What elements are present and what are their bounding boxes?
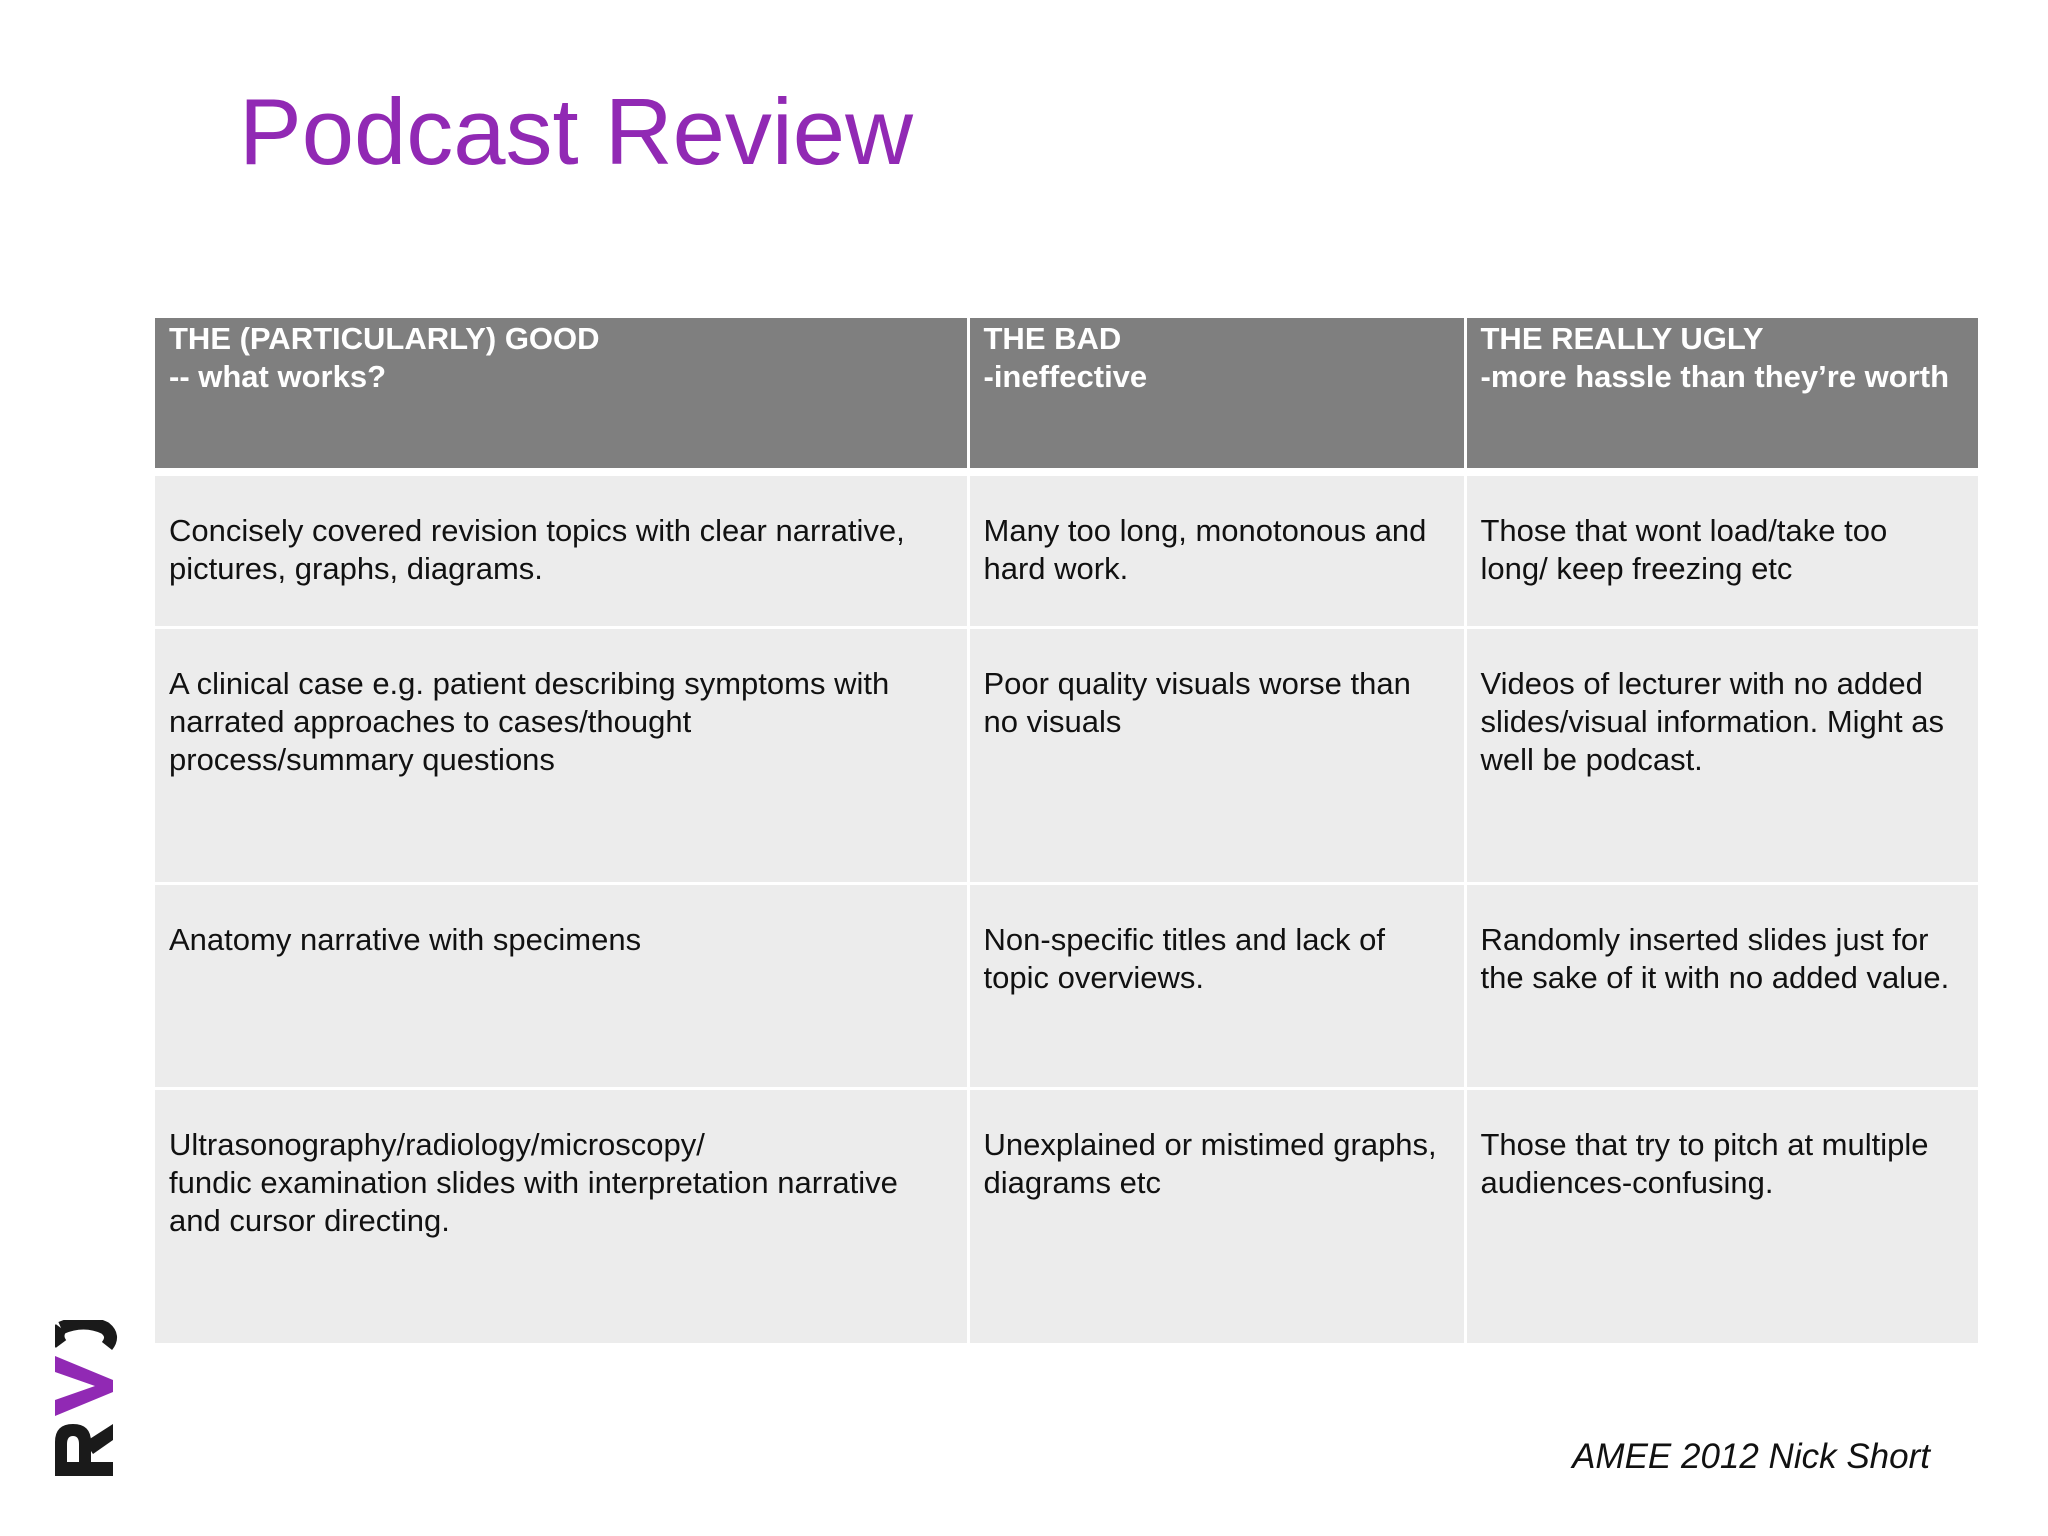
cell-line: the sake of it with no added value.: [1480, 959, 1950, 995]
cell-line: no visuals: [983, 703, 1122, 739]
header-ugly: THE REALLY UGLY -more hassle than they’r…: [1465, 318, 1978, 468]
podcast-review-table: THE (PARTICULARLY) GOOD -- what works? T…: [155, 318, 1978, 1343]
cell-ugly: Videos of lecturer with no added slides/…: [1465, 627, 1978, 885]
cell-line: Randomly inserted slides just for: [1480, 921, 1929, 957]
header-ugly-title: THE REALLY UGLY: [1480, 321, 1764, 356]
cell-line: pictures, graphs, diagrams.: [169, 551, 543, 586]
header-bad-title: THE BAD: [983, 321, 1122, 356]
table-row: Ultrasonography/radiology/microscopy/ fu…: [155, 1088, 1978, 1343]
cell-bad: Many too long, monotonous and hard work.: [968, 476, 1467, 629]
header-good: THE (PARTICULARLY) GOOD -- what works?: [155, 318, 970, 468]
cell-ugly: Those that try to pitch at multiple audi…: [1465, 1088, 1978, 1343]
cell-bad: Unexplained or mistimed graphs, diagrams…: [968, 1088, 1467, 1343]
logo-letter-v: [55, 1356, 113, 1416]
cell-ugly: Those that wont load/take too long/ keep…: [1465, 476, 1978, 629]
cell-good: A clinical case e.g. patient describing …: [155, 627, 970, 885]
table-header-row: THE (PARTICULARLY) GOOD -- what works? T…: [155, 318, 1978, 468]
cell-line: Non-specific titles and lack of: [983, 921, 1385, 957]
rvc-logo: [55, 1320, 117, 1476]
cell-line: Poor quality visuals worse than: [983, 665, 1411, 701]
header-bad: THE BAD -ineffective: [968, 318, 1467, 468]
cell-line: well be podcast.: [1480, 741, 1703, 777]
cell-good: Concisely covered revision topics with c…: [155, 476, 970, 629]
logo-letter-c: [55, 1320, 117, 1351]
cell-line: Videos of lecturer with no added: [1480, 665, 1923, 701]
table-row: Anatomy narrative with specimens Non-spe…: [155, 883, 1978, 1090]
footer-credit: AMEE 2012 Nick Short: [1572, 1437, 1930, 1476]
cell-line: A clinical case e.g. patient describing …: [169, 665, 890, 701]
cell-line: diagrams etc: [983, 1164, 1161, 1200]
cell-line: audiences-confusing.: [1480, 1164, 1774, 1200]
header-spacer: [155, 468, 1978, 476]
header-bad-subtitle: -ineffective: [983, 359, 1148, 394]
slide-title: Podcast Review: [239, 79, 913, 184]
cell-line: Concisely covered revision topics with c…: [169, 513, 905, 548]
cell-line: long/ keep freezing etc: [1480, 551, 1793, 586]
cell-line: Many too long, monotonous and: [983, 513, 1427, 548]
table-row: Concisely covered revision topics with c…: [155, 476, 1978, 629]
cell-line: topic overviews.: [983, 959, 1205, 995]
cell-line: and cursor directing.: [169, 1202, 450, 1238]
cell-bad: Non-specific titles and lack of topic ov…: [968, 883, 1467, 1090]
header-good-title: THE (PARTICULARLY) GOOD: [169, 321, 600, 356]
table-row: A clinical case e.g. patient describing …: [155, 627, 1978, 885]
cell-line: Unexplained or mistimed graphs,: [983, 1126, 1437, 1162]
logo-letter-r: [55, 1424, 113, 1476]
cell-line: fundic examination slides with interpret…: [169, 1164, 898, 1200]
header-good-subtitle: -- what works?: [169, 359, 387, 394]
header-ugly-subtitle: -more hassle than they’re worth: [1480, 359, 1950, 394]
cell-line: Those that wont load/take too: [1480, 513, 1888, 548]
cell-line: hard work.: [983, 551, 1129, 586]
cell-line: slides/visual information. Might as: [1480, 703, 1944, 739]
cell-bad: Poor quality visuals worse than no visua…: [968, 627, 1467, 885]
cell-line: Anatomy narrative with specimens: [169, 921, 642, 957]
cell-good: Anatomy narrative with specimens: [155, 883, 970, 1090]
cell-line: Those that try to pitch at multiple: [1480, 1126, 1929, 1162]
cell-line: narrated approaches to cases/thought: [169, 703, 692, 739]
cell-line: process/summary questions: [169, 741, 555, 777]
cell-good: Ultrasonography/radiology/microscopy/ fu…: [155, 1088, 970, 1343]
cell-ugly: Randomly inserted slides just for the sa…: [1465, 883, 1978, 1090]
cell-line: Ultrasonography/radiology/microscopy/: [169, 1126, 705, 1162]
